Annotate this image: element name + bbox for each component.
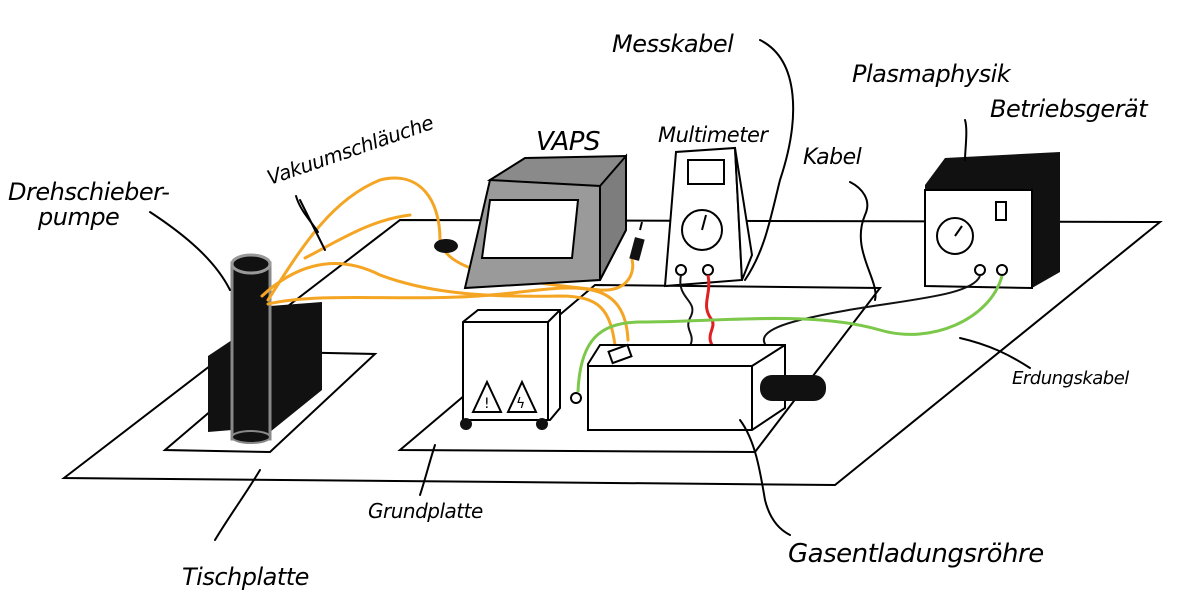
plasma-operating-device xyxy=(924,152,1060,290)
rotary-vane-pump xyxy=(208,253,322,444)
label-tischplatte: Tischplatte xyxy=(182,563,309,591)
svg-text:!: ! xyxy=(484,396,490,412)
label-multimeter: Multimeter xyxy=(658,123,769,147)
vaps-device xyxy=(463,153,628,290)
label-pointers xyxy=(149,39,1031,541)
vacuum-hoses xyxy=(260,176,635,347)
hose-connector xyxy=(434,239,458,253)
label-vaps: VAPS xyxy=(536,127,600,157)
label-drehschieber-1: Drehschieber- xyxy=(8,178,169,206)
probe-plug xyxy=(629,221,645,261)
label-plasmaphysik: Plasmaphysik xyxy=(852,60,1012,88)
svg-text:ϟ: ϟ xyxy=(516,396,525,412)
label-betriebsgeraet: Betriebsgerät xyxy=(990,95,1149,123)
label-vakuumschlaeuche: Vakuumschläuche xyxy=(264,110,437,189)
label-erdungskabel: Erdungskabel xyxy=(1012,368,1129,389)
label-gasentladungsroehre: Gasentladungsröhre xyxy=(788,539,1044,569)
multimeter-device xyxy=(663,146,754,288)
black-power-cable xyxy=(763,275,981,349)
label-messkabel: Messkabel xyxy=(612,30,734,58)
ground-cable xyxy=(576,275,1004,393)
gas-discharge-tube xyxy=(570,343,826,431)
transformer-box: ! ϟ xyxy=(460,309,561,430)
black-measure-cable xyxy=(679,274,694,347)
label-drehschieber-2: pumpe xyxy=(37,203,119,231)
label-grundplatte: Grundplatte xyxy=(368,499,483,523)
label-kabel: Kabel xyxy=(803,145,862,170)
